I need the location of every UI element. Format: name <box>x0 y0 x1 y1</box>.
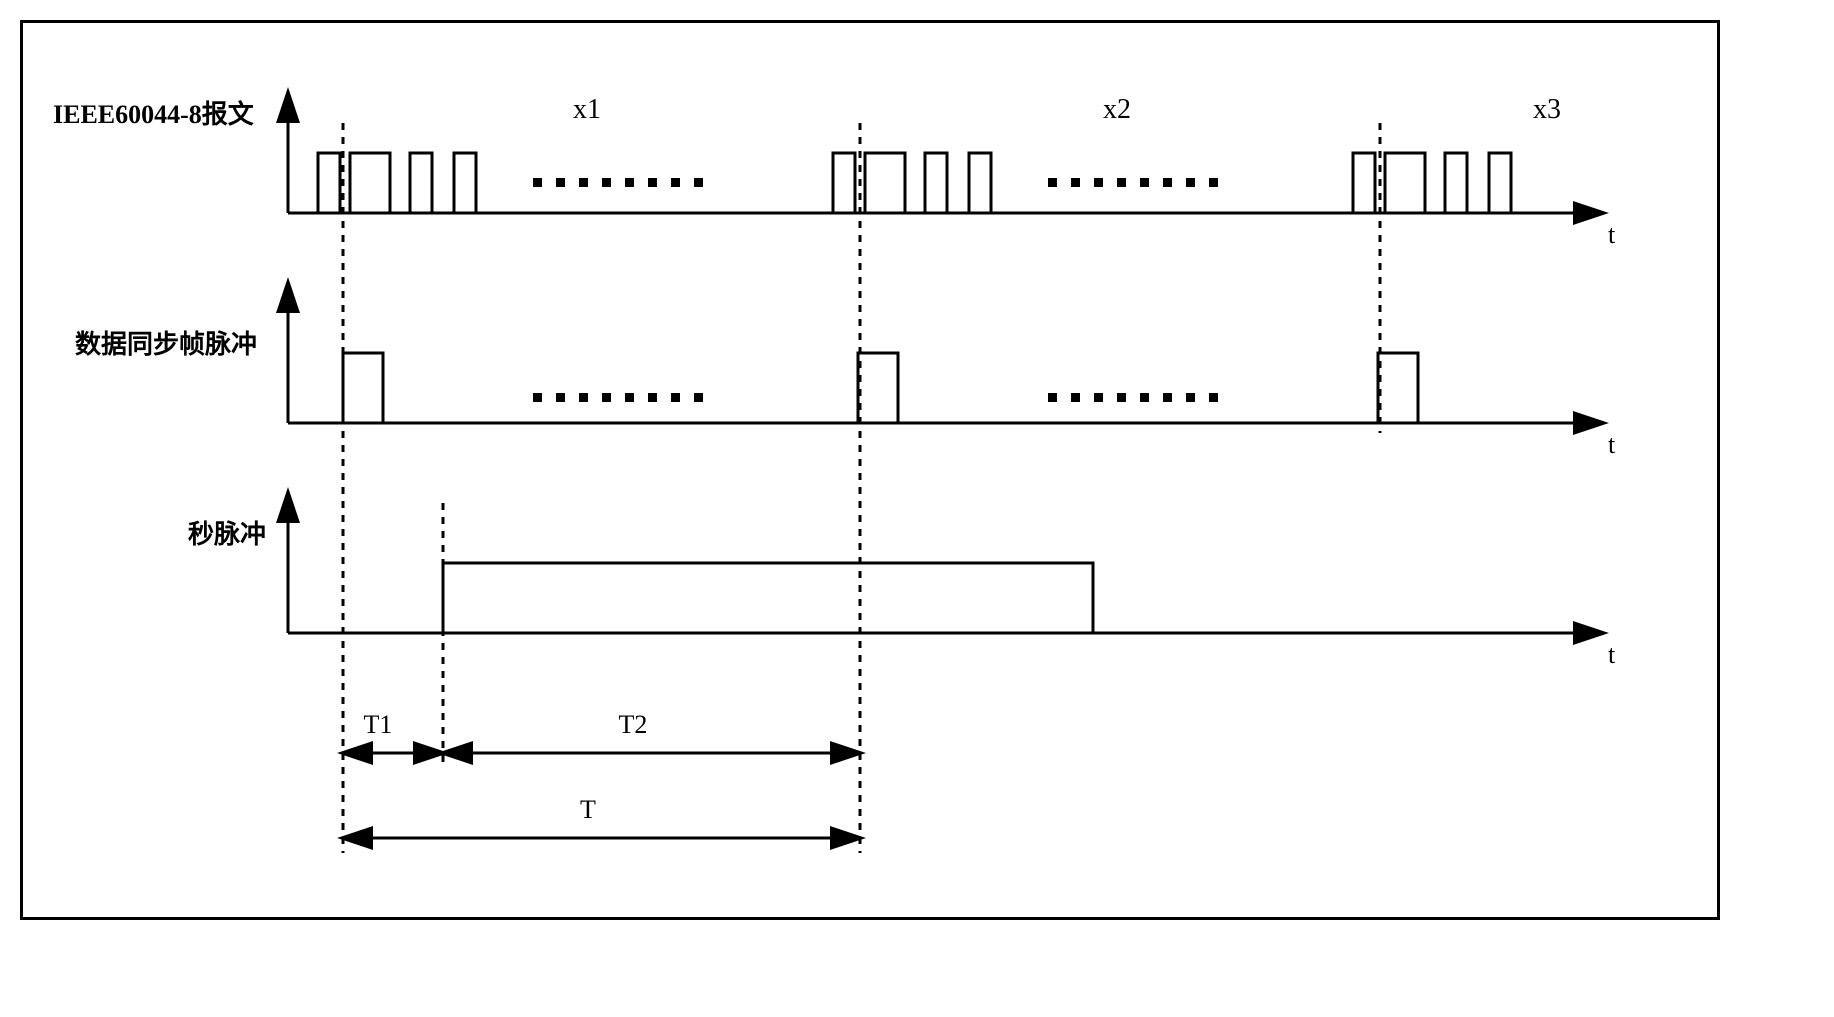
x-annotation: x1 <box>573 94 601 125</box>
ellipsis-dot <box>1209 178 1218 187</box>
ellipsis-dot <box>1048 393 1057 402</box>
ellipsis-dot <box>1094 178 1103 187</box>
ellipsis-dot <box>1140 393 1149 402</box>
ellipsis-dot <box>533 393 542 402</box>
axis-t-label: t <box>1608 430 1616 459</box>
ellipsis-dot <box>648 178 657 187</box>
ellipsis-dot <box>694 393 703 402</box>
ellipsis-dot <box>1186 178 1195 187</box>
ellipsis-dot <box>1140 178 1149 187</box>
ellipsis-dot <box>533 178 542 187</box>
timing-diagram-frame: IEEE60044-8报文 t x1 x2 x3 数据同步帧脉冲 t 秒脉冲 t T1 T2 T <box>20 20 1720 920</box>
ellipsis-dot <box>648 393 657 402</box>
ellipsis-dot <box>602 178 611 187</box>
row-label: 秒脉冲 <box>188 520 266 549</box>
ellipsis-dot <box>1094 393 1103 402</box>
ellipsis-dot <box>694 178 703 187</box>
ellipsis-dot <box>671 393 680 402</box>
x-annotation: x3 <box>1533 94 1561 125</box>
ellipsis-dot <box>1186 393 1195 402</box>
ellipsis-dot <box>556 393 565 402</box>
row-label: 数据同步帧脉冲 <box>75 329 257 359</box>
timing-diagram: IEEE60044-8报文 t x1 x2 x3 数据同步帧脉冲 t 秒脉冲 t T1 T2 T <box>43 63 1663 893</box>
axis-t-label: t <box>1608 220 1616 249</box>
ellipsis-dot <box>1163 178 1172 187</box>
ellipsis-dot <box>1071 178 1080 187</box>
dimension-label: T2 <box>619 710 648 739</box>
ellipsis-dot <box>1209 393 1218 402</box>
axis-t-label: t <box>1608 640 1616 669</box>
ellipsis-dot <box>1048 178 1057 187</box>
ellipsis-dot <box>671 178 680 187</box>
ellipsis-dot <box>602 393 611 402</box>
ellipsis-dot <box>625 178 634 187</box>
dimension-label: T <box>580 795 596 824</box>
ellipsis-dot <box>556 178 565 187</box>
ellipsis-dot <box>1163 393 1172 402</box>
ellipsis-dot <box>1117 393 1126 402</box>
ellipsis-dot <box>579 393 588 402</box>
ellipsis-dot <box>1071 393 1080 402</box>
ellipsis-dot <box>625 393 634 402</box>
ellipsis-dot <box>1117 178 1126 187</box>
row-label: IEEE60044-8报文 <box>53 99 255 129</box>
dimension-label: T1 <box>364 710 393 739</box>
x-annotation: x2 <box>1103 94 1131 125</box>
ellipsis-dot <box>579 178 588 187</box>
